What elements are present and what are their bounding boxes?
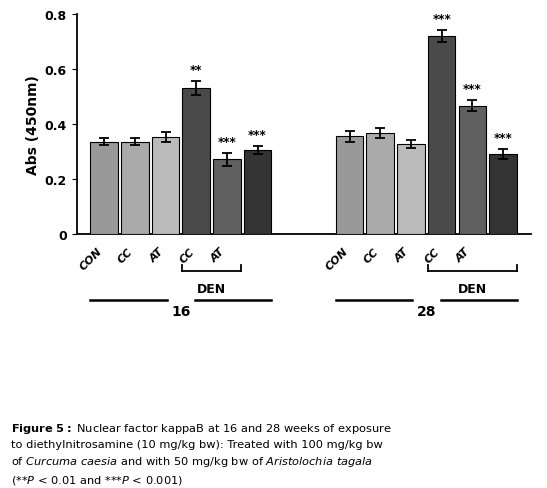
Bar (182, 89, 210, 234)
Text: 16: 16 (171, 305, 190, 319)
Bar (213, 160, 241, 234)
Bar (336, 137, 363, 234)
Text: ***: *** (218, 136, 236, 149)
Bar (90, 142, 118, 234)
Text: AT: AT (209, 246, 227, 264)
Text: CON: CON (323, 246, 350, 272)
Text: CC: CC (362, 246, 380, 265)
Text: AT: AT (393, 246, 411, 264)
Text: AT: AT (148, 246, 166, 264)
Bar (152, 138, 179, 234)
Text: $\bf{Figure\ 5:}$ Nuclear factor kappaB at 16 and 28 weeks of exposure
to diethy: $\bf{Figure\ 5:}$ Nuclear factor kappaB … (11, 421, 392, 486)
Bar (458, 106, 486, 234)
Bar (366, 134, 394, 234)
Bar (121, 142, 149, 234)
Text: ***: *** (463, 83, 482, 96)
Y-axis label: Abs (450nm): Abs (450nm) (26, 75, 40, 174)
Text: CC: CC (117, 246, 135, 265)
Text: CC: CC (178, 246, 196, 265)
Bar (244, 150, 271, 234)
Bar (489, 155, 517, 234)
Text: AT: AT (455, 246, 472, 264)
Text: CC: CC (423, 246, 441, 265)
Text: ***: *** (432, 13, 451, 26)
Text: ***: *** (248, 128, 267, 142)
Text: DEN: DEN (458, 283, 487, 296)
Bar (428, 37, 456, 234)
Text: ***: *** (493, 132, 513, 145)
Text: DEN: DEN (197, 283, 226, 296)
Text: **: ** (190, 64, 202, 77)
Text: 28: 28 (416, 305, 436, 319)
Text: CON: CON (78, 246, 104, 272)
Bar (397, 145, 425, 234)
